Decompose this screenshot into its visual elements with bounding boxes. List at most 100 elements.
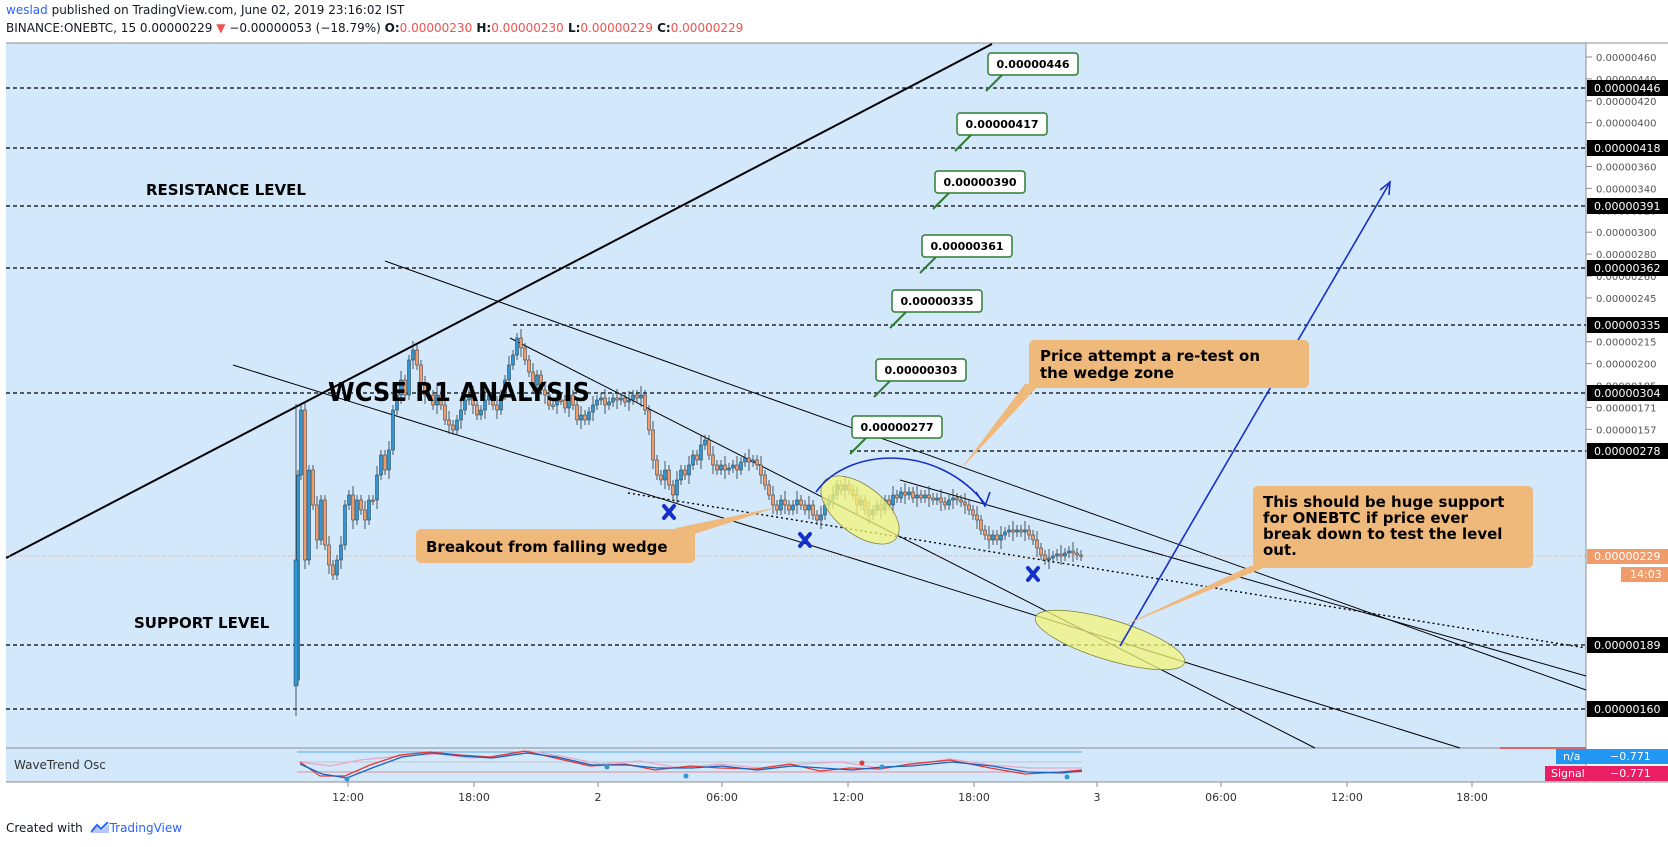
- candle[interactable]: [491, 390, 495, 410]
- candle[interactable]: [643, 390, 647, 415]
- candle[interactable]: [483, 391, 487, 419]
- candle[interactable]: [1007, 525, 1011, 537]
- candle[interactable]: [939, 489, 943, 511]
- candle[interactable]: [971, 505, 975, 520]
- candle[interactable]: [487, 390, 491, 405]
- candle[interactable]: [467, 390, 471, 405]
- candle[interactable]: [951, 489, 955, 509]
- candle[interactable]: [611, 393, 615, 407]
- candle[interactable]: [679, 465, 683, 485]
- candle[interactable]: [627, 391, 631, 411]
- candle[interactable]: [591, 396, 595, 421]
- candle[interactable]: [991, 530, 995, 545]
- candle[interactable]: [787, 500, 791, 515]
- candle[interactable]: [539, 370, 543, 395]
- candle[interactable]: [507, 356, 511, 389]
- candle[interactable]: [535, 370, 539, 390]
- candle[interactable]: [927, 486, 931, 507]
- candle[interactable]: [779, 495, 783, 515]
- candle[interactable]: [731, 460, 735, 473]
- candle[interactable]: [1035, 531, 1039, 557]
- candle[interactable]: [775, 500, 779, 515]
- candle[interactable]: [755, 455, 759, 470]
- candle[interactable]: [331, 560, 335, 580]
- candle[interactable]: [367, 495, 371, 525]
- candle[interactable]: [403, 375, 407, 400]
- candle[interactable]: [379, 450, 383, 480]
- candle[interactable]: [967, 500, 971, 515]
- candle[interactable]: [559, 395, 563, 405]
- candle[interactable]: [683, 465, 687, 480]
- candle[interactable]: [795, 491, 799, 514]
- candle[interactable]: [563, 395, 567, 413]
- candle[interactable]: [555, 391, 559, 414]
- candle[interactable]: [471, 386, 475, 414]
- candle[interactable]: [715, 460, 719, 475]
- candle[interactable]: [895, 490, 899, 503]
- candle[interactable]: [955, 493, 959, 505]
- target-label[interactable]: 0.00000303: [873, 358, 967, 398]
- candle[interactable]: [983, 525, 987, 540]
- candle[interactable]: [431, 390, 435, 410]
- candle[interactable]: [743, 453, 747, 467]
- candle[interactable]: [1063, 548, 1067, 561]
- price-axis[interactable]: [1586, 43, 1668, 782]
- candle[interactable]: [371, 495, 375, 505]
- target-label[interactable]: 0.00000390: [932, 170, 1026, 210]
- candle[interactable]: [663, 461, 667, 489]
- target-label[interactable]: 0.00000335: [889, 289, 983, 329]
- candle[interactable]: [551, 400, 555, 410]
- candle[interactable]: [763, 470, 767, 490]
- candle[interactable]: [519, 329, 523, 357]
- candle[interactable]: [911, 487, 915, 503]
- candle[interactable]: [515, 333, 519, 360]
- candle[interactable]: [363, 501, 367, 529]
- candle[interactable]: [735, 456, 739, 479]
- candle[interactable]: [435, 386, 439, 414]
- candle[interactable]: [1067, 546, 1071, 558]
- minor-upper-line[interactable]: [899, 479, 1587, 677]
- candle[interactable]: [995, 530, 999, 545]
- candle[interactable]: [671, 480, 675, 500]
- candle[interactable]: [451, 420, 455, 435]
- candle[interactable]: [527, 355, 531, 377]
- wavetrend-indicator[interactable]: WaveTrend Osc n/a −0.771 Signal −0.771: [14, 747, 1668, 782]
- candle[interactable]: [687, 456, 691, 484]
- candle[interactable]: [943, 497, 947, 510]
- candle[interactable]: [455, 415, 459, 435]
- candle[interactable]: [703, 435, 707, 450]
- candle[interactable]: [1051, 551, 1055, 563]
- candle[interactable]: [635, 390, 639, 403]
- candle[interactable]: [975, 506, 979, 529]
- candle[interactable]: [695, 450, 699, 465]
- candle[interactable]: [923, 490, 927, 503]
- candle[interactable]: [931, 493, 935, 505]
- target-label[interactable]: 0.00000361: [919, 234, 1013, 274]
- candle[interactable]: [811, 500, 815, 520]
- candle[interactable]: [407, 355, 411, 400]
- candle[interactable]: [739, 457, 743, 475]
- candle[interactable]: [891, 486, 895, 514]
- candle[interactable]: [1015, 525, 1019, 537]
- candle[interactable]: [707, 435, 711, 460]
- candle[interactable]: [587, 407, 591, 425]
- candle[interactable]: [299, 405, 303, 480]
- candle[interactable]: [479, 405, 483, 420]
- target-label[interactable]: 0.00000277: [849, 415, 943, 455]
- candle[interactable]: [459, 401, 463, 429]
- candle[interactable]: [339, 536, 343, 569]
- candle[interactable]: [503, 375, 507, 400]
- candle[interactable]: [1059, 545, 1063, 565]
- target-label[interactable]: 0.00000446: [985, 52, 1079, 92]
- candle[interactable]: [711, 446, 715, 474]
- support-callout[interactable]: This should be huge support for ONEBTC i…: [1253, 486, 1533, 568]
- candle[interactable]: [475, 400, 479, 420]
- tradingview-link[interactable]: TradingView: [109, 821, 183, 835]
- candle[interactable]: [571, 390, 575, 410]
- candle[interactable]: [423, 376, 427, 404]
- candle[interactable]: [1023, 521, 1027, 541]
- candle[interactable]: [607, 397, 611, 410]
- candle[interactable]: [907, 487, 911, 500]
- candle[interactable]: [619, 393, 623, 405]
- candle[interactable]: [463, 395, 467, 415]
